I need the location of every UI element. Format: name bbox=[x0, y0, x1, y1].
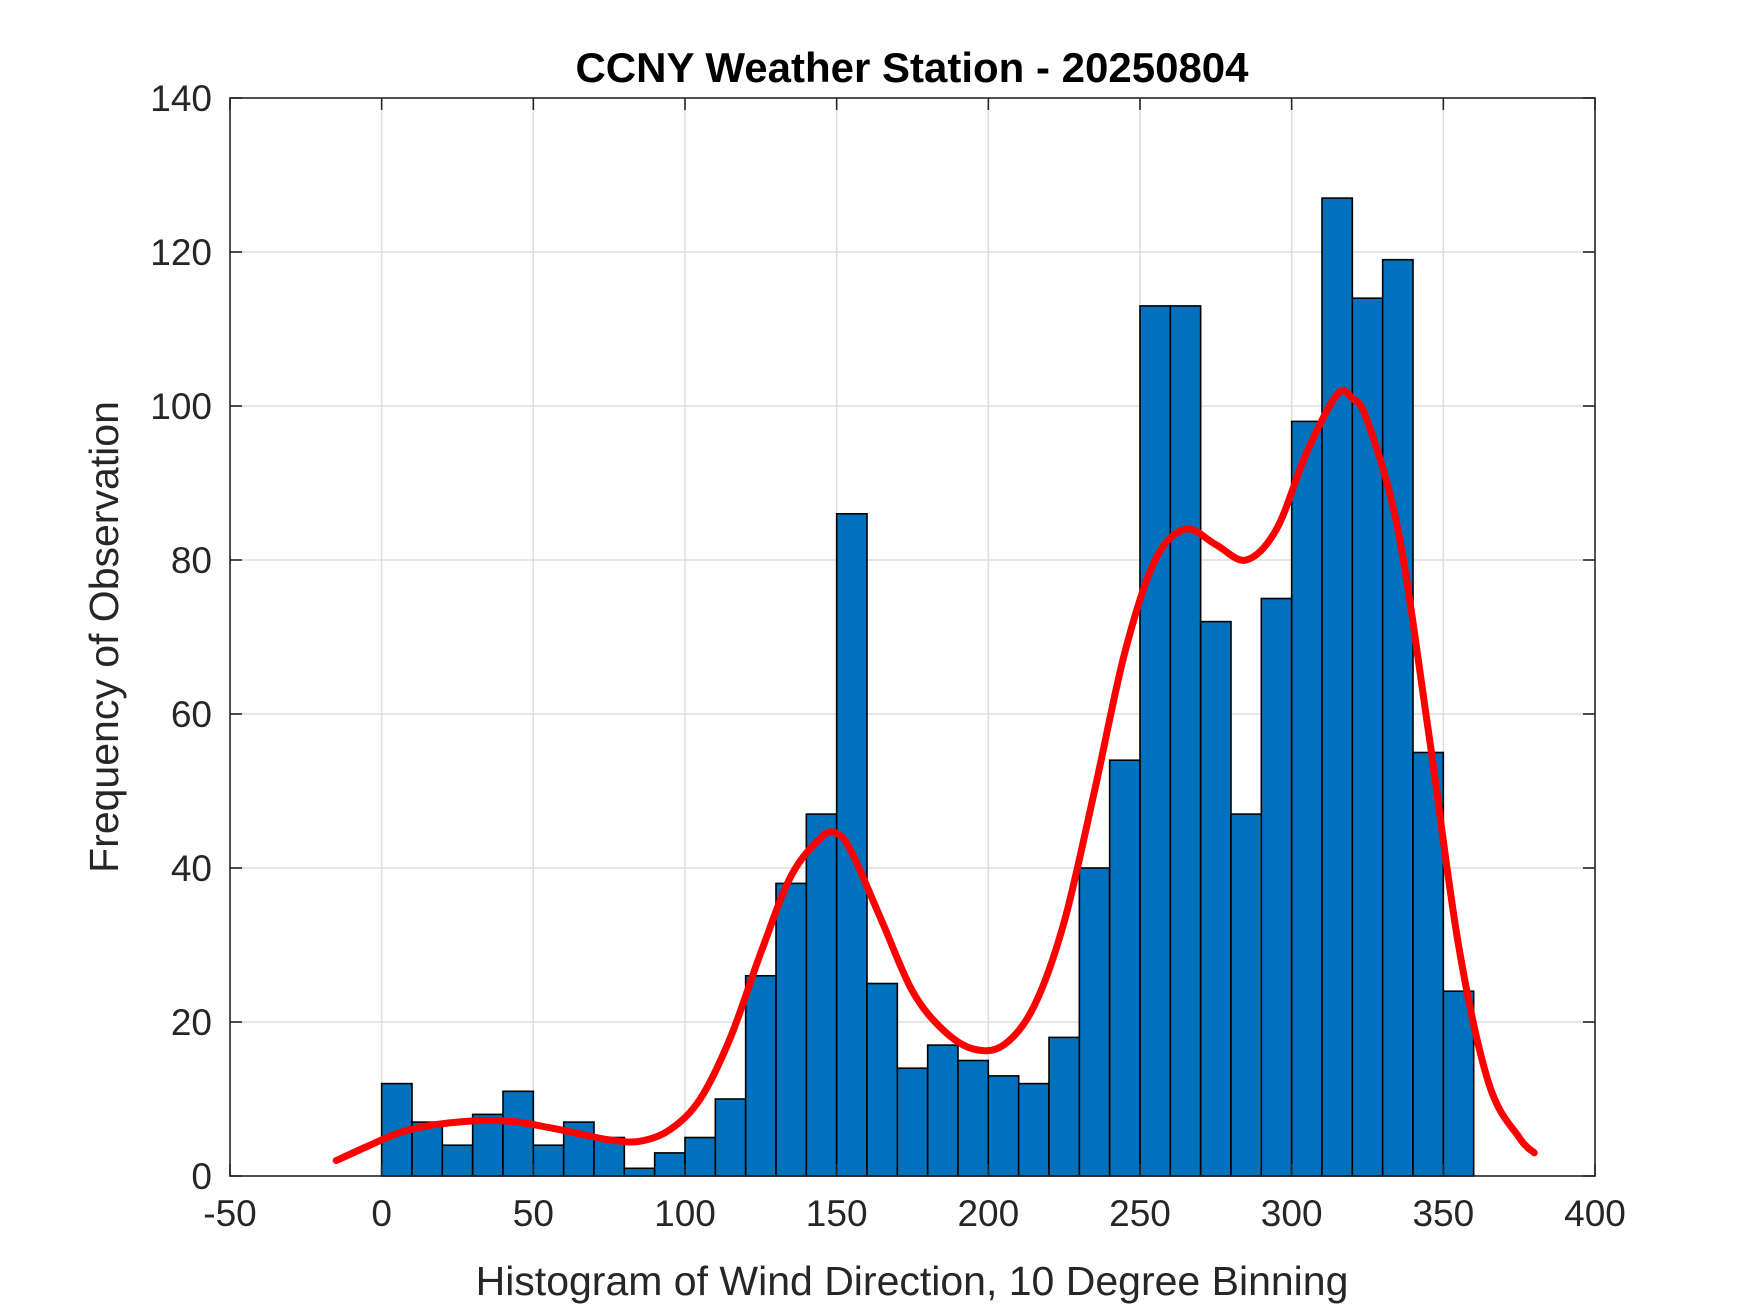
histogram-bar bbox=[653, 1152, 686, 1177]
x-tick-label: 0 bbox=[371, 1193, 392, 1234]
x-tick-label: 100 bbox=[654, 1193, 716, 1234]
histogram-bar bbox=[1108, 759, 1141, 1177]
fitted-curve-layer bbox=[332, 387, 1538, 1165]
histogram-bar bbox=[866, 982, 899, 1177]
histogram-bar bbox=[1260, 597, 1293, 1177]
x-tick-label: 50 bbox=[513, 1193, 554, 1234]
histogram-bar bbox=[835, 512, 868, 1177]
histogram-bar bbox=[1169, 305, 1202, 1177]
histogram-bar bbox=[1230, 813, 1263, 1177]
histogram-bar bbox=[1017, 1082, 1050, 1177]
histogram-bar bbox=[805, 813, 838, 1177]
x-tick-label: -50 bbox=[203, 1193, 256, 1234]
histogram-bar bbox=[441, 1144, 474, 1177]
histogram-bar bbox=[987, 1075, 1020, 1177]
histogram-bar bbox=[1048, 1036, 1081, 1177]
histogram-bar bbox=[1078, 867, 1111, 1177]
y-tick-label: 140 bbox=[150, 78, 212, 119]
y-axis-label: Frequency of Observation bbox=[81, 401, 127, 873]
axis-ticks bbox=[229, 97, 1596, 1177]
y-tick-label: 0 bbox=[191, 1156, 212, 1197]
y-tick-label: 20 bbox=[171, 1002, 212, 1043]
y-tick-label: 80 bbox=[171, 540, 212, 581]
x-axis-label: Histogram of Wind Direction, 10 Degree B… bbox=[476, 1258, 1349, 1304]
histogram-bar bbox=[744, 974, 777, 1177]
x-tick-label: 350 bbox=[1412, 1193, 1474, 1234]
histogram-bar bbox=[502, 1090, 535, 1177]
x-tick-label: 250 bbox=[1109, 1193, 1171, 1234]
histogram-bar bbox=[1199, 620, 1232, 1177]
y-tick-label: 60 bbox=[171, 694, 212, 735]
histogram-bar bbox=[684, 1136, 717, 1177]
histogram-bar bbox=[1442, 990, 1475, 1177]
chart-title: CCNY Weather Station - 20250804 bbox=[575, 44, 1249, 91]
x-tick-label: 400 bbox=[1564, 1193, 1626, 1234]
histogram-bar bbox=[926, 1044, 959, 1177]
histogram-bar bbox=[1139, 305, 1172, 1177]
y-tick-label: 100 bbox=[150, 386, 212, 427]
x-axis-tick-labels: -50 0 50 100 150 200 250 300 350 400 bbox=[203, 1193, 1626, 1234]
histogram-bars bbox=[380, 197, 1475, 1177]
histogram-bar bbox=[957, 1059, 990, 1177]
x-tick-label: 300 bbox=[1261, 1193, 1323, 1234]
histogram-bar bbox=[532, 1144, 565, 1177]
y-tick-label: 120 bbox=[150, 232, 212, 273]
histogram-bar bbox=[1290, 420, 1323, 1177]
x-tick-label: 200 bbox=[957, 1193, 1019, 1234]
y-tick-label: 40 bbox=[171, 848, 212, 889]
plot-area-frame bbox=[229, 97, 1596, 1177]
histogram-bar bbox=[896, 1067, 929, 1177]
histogram-bar bbox=[1381, 258, 1414, 1177]
histogram-bar bbox=[775, 882, 808, 1177]
histogram-bar bbox=[1321, 197, 1354, 1177]
y-axis-tick-labels: 0 20 40 60 80 100 120 140 bbox=[150, 78, 212, 1197]
fitted-curve-line bbox=[332, 387, 1538, 1165]
histogram-bar bbox=[714, 1098, 747, 1177]
x-tick-label: 150 bbox=[806, 1193, 868, 1234]
histogram-bar bbox=[623, 1167, 656, 1177]
